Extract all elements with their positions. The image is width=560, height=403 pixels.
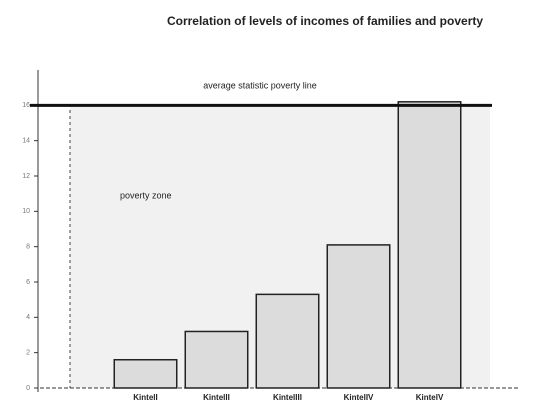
chart-title: Correlation of levels of incomes of fami… [167, 14, 483, 28]
y-tick-label: 14 [22, 138, 30, 145]
x-tick-label: KintelIV [344, 393, 374, 402]
x-tick-label: KintelII [203, 393, 230, 402]
zone-label: poverty zone [120, 190, 172, 200]
bar [113, 358, 178, 389]
y-tick-label: 12 [22, 173, 30, 180]
y-tick-label: 2 [26, 350, 30, 357]
bar [184, 330, 249, 389]
y-tick-label: 6 [26, 279, 30, 286]
y-tick-label: 0 [26, 385, 30, 392]
bar [326, 244, 391, 389]
x-tick-label: KintelI [133, 393, 157, 402]
y-tick-label: 16 [22, 102, 30, 109]
x-tick-label: KintelIII [273, 393, 302, 402]
poverty-line-label: average statistic poverty line [203, 81, 317, 91]
y-tick-label: 10 [22, 208, 30, 215]
y-tick-label: 4 [26, 314, 30, 321]
y-tick-label: 8 [26, 244, 30, 251]
x-tick-label: KintelV [416, 393, 444, 402]
bar [255, 293, 320, 389]
bar [397, 101, 462, 389]
